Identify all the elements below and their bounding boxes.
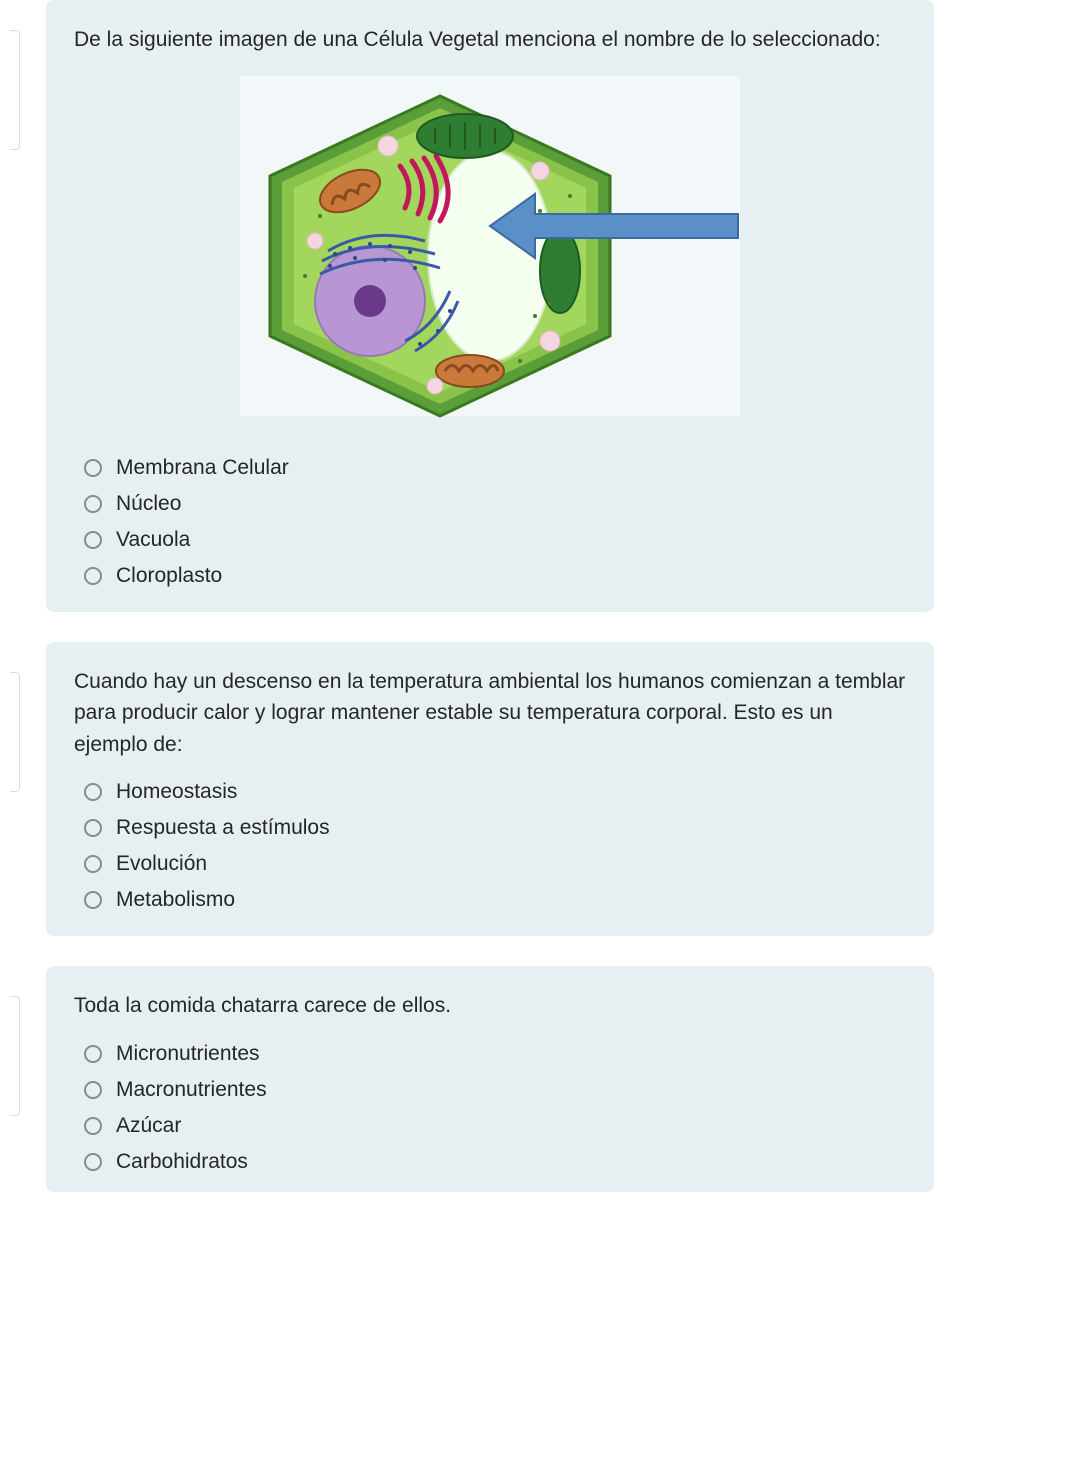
option-label: Evolución xyxy=(116,852,207,876)
radio-icon[interactable] xyxy=(84,891,102,909)
option-row[interactable]: Membrana Celular xyxy=(84,456,906,480)
option-row[interactable]: Homeostasis xyxy=(84,780,906,804)
option-label: Micronutrientes xyxy=(116,1042,260,1066)
option-label: Azúcar xyxy=(116,1114,181,1138)
question-prompt: De la siguiente imagen de una Célula Veg… xyxy=(74,24,906,56)
radio-icon[interactable] xyxy=(84,783,102,801)
radio-icon[interactable] xyxy=(84,819,102,837)
side-tab xyxy=(10,30,20,150)
option-row[interactable]: Vacuola xyxy=(84,528,906,552)
option-row[interactable]: Macronutrientes xyxy=(84,1078,906,1102)
options-list: Micronutrientes Macronutrientes Azúcar C… xyxy=(74,1042,906,1174)
question-prompt: Cuando hay un descenso en la temperatura… xyxy=(74,666,906,761)
option-row[interactable]: Respuesta a estímulos xyxy=(84,816,906,840)
option-label: Núcleo xyxy=(116,492,181,516)
plant-cell-diagram xyxy=(240,76,740,416)
option-row[interactable]: Carbohidratos xyxy=(84,1150,906,1174)
option-label: Carbohidratos xyxy=(116,1150,248,1174)
option-label: Macronutrientes xyxy=(116,1078,267,1102)
options-list: Homeostasis Respuesta a estímulos Evoluc… xyxy=(74,780,906,912)
option-label: Vacuola xyxy=(116,528,190,552)
radio-icon[interactable] xyxy=(84,495,102,513)
radio-icon[interactable] xyxy=(84,855,102,873)
radio-icon[interactable] xyxy=(84,459,102,477)
side-tab xyxy=(10,996,20,1116)
option-row[interactable]: Cloroplasto xyxy=(84,564,906,588)
options-list: Membrana Celular Núcleo Vacuola Cloropla… xyxy=(74,456,906,588)
radio-icon[interactable] xyxy=(84,531,102,549)
radio-icon[interactable] xyxy=(84,1081,102,1099)
radio-icon[interactable] xyxy=(84,1045,102,1063)
radio-icon[interactable] xyxy=(84,1153,102,1171)
side-tab xyxy=(10,672,20,792)
option-row[interactable]: Metabolismo xyxy=(84,888,906,912)
option-row[interactable]: Azúcar xyxy=(84,1114,906,1138)
radio-icon[interactable] xyxy=(84,567,102,585)
option-label: Cloroplasto xyxy=(116,564,222,588)
option-label: Metabolismo xyxy=(116,888,235,912)
question-card: Toda la comida chatarra carece de ellos.… xyxy=(46,966,934,1192)
question-card: De la siguiente imagen de una Célula Veg… xyxy=(46,0,934,612)
option-row[interactable]: Núcleo xyxy=(84,492,906,516)
option-row[interactable]: Micronutrientes xyxy=(84,1042,906,1066)
radio-icon[interactable] xyxy=(84,1117,102,1135)
option-row[interactable]: Evolución xyxy=(84,852,906,876)
option-label: Membrana Celular xyxy=(116,456,289,480)
pointer-arrow xyxy=(490,194,738,258)
question-card: Cuando hay un descenso en la temperatura… xyxy=(46,642,934,937)
option-label: Homeostasis xyxy=(116,780,237,804)
cell-image-container xyxy=(74,76,906,416)
option-label: Respuesta a estímulos xyxy=(116,816,330,840)
question-prompt: Toda la comida chatarra carece de ellos. xyxy=(74,990,906,1022)
